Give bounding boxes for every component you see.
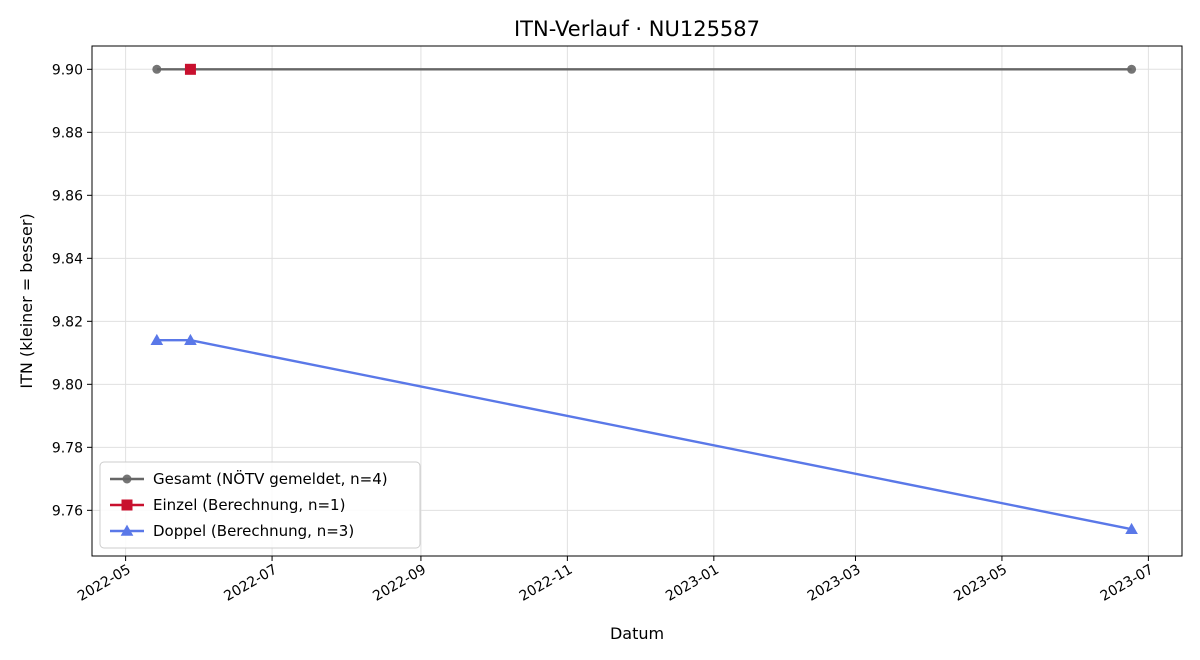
x-tick-label: 2023-07 [1098,562,1157,605]
legend-label: Einzel (Berechnung, n=1) [153,496,345,514]
x-tick-label: 2023-03 [805,562,864,605]
data-point-triangle [184,333,197,345]
data-point-square [184,63,196,75]
y-tick-label: 9.76 [52,503,83,519]
legend: Gesamt (NÖTV gemeldet, n=4) Einzel (Berec… [99,461,421,549]
y-tick-label: 9.86 [52,188,83,204]
data-point-triangle [1125,522,1138,534]
x-axis: 2022-05 2022-07 2022-09 2022-11 2023-01 2023-… [75,556,1156,605]
x-tick-label: 2022-11 [517,562,576,605]
chart-title: ITN-Verlauf · NU125587 [514,17,760,41]
grid [92,46,1182,556]
series-1 [184,63,196,75]
data-point-circle [122,474,132,484]
data-point-circle [1127,64,1137,74]
series-0 [152,64,1137,74]
x-tick-label: 2023-01 [663,562,722,605]
y-tick-label: 9.80 [52,377,83,393]
y-tick-label: 9.88 [52,125,83,141]
legend-entry: Doppel (Berechnung, n=3) [110,522,354,540]
series-2 [150,333,1138,534]
x-axis-label: Datum [610,624,664,643]
x-tick-label: 2023-05 [951,562,1010,605]
legend-box [99,461,421,549]
y-tick-label: 9.78 [52,440,83,456]
y-tick-label: 9.84 [52,251,83,267]
data-point-triangle [120,524,134,536]
y-tick-label: 9.82 [52,314,83,330]
data-point-square [121,499,133,511]
legend-label: Gesamt (NÖTV gemeldet, n=4) [153,469,388,488]
plot-area-frame [91,45,1183,557]
legend-entry: Gesamt (NÖTV gemeldet, n=4) [110,469,388,488]
data-point-circle [152,64,162,74]
series-layer [150,63,1138,534]
y-tick-label: 9.90 [52,62,83,78]
y-axis: 9.76 9.78 9.80 9.82 9.84 9.86 9.88 9.90 [52,62,92,519]
legend-label: Doppel (Berechnung, n=3) [153,522,354,540]
x-tick-label: 2022-05 [75,562,134,605]
legend-entry: Einzel (Berechnung, n=1) [110,496,345,514]
y-axis-label: ITN (kleiner = besser) [17,213,36,388]
x-tick-label: 2022-07 [221,562,280,605]
x-tick-label: 2022-09 [370,562,429,605]
data-point-triangle [150,333,164,345]
